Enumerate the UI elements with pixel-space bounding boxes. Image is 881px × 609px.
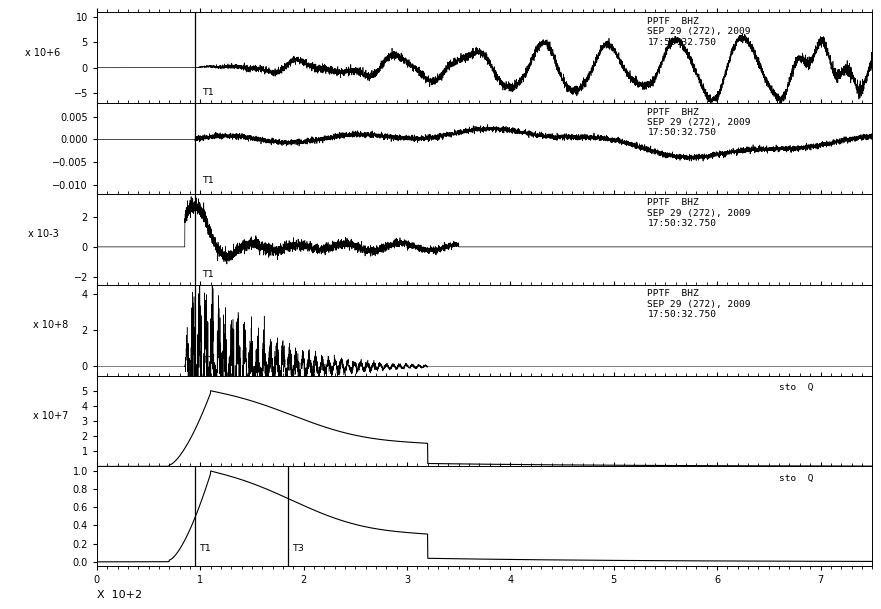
- Text: sto  Q: sto Q: [779, 474, 814, 484]
- Text: PPTF  BHZ
SEP 29 (272), 2009
17:50:32.750: PPTF BHZ SEP 29 (272), 2009 17:50:32.750: [648, 16, 751, 46]
- Text: PPTF  BHZ
SEP 29 (272), 2009
17:50:32.750: PPTF BHZ SEP 29 (272), 2009 17:50:32.750: [648, 199, 751, 228]
- Text: PPTF  BHZ
SEP 29 (272), 2009
17:50:32.750: PPTF BHZ SEP 29 (272), 2009 17:50:32.750: [648, 289, 751, 319]
- Y-axis label: x 10-3: x 10-3: [27, 230, 58, 239]
- Text: T1: T1: [203, 175, 214, 185]
- Text: X  10+2: X 10+2: [97, 590, 142, 600]
- Text: T1: T1: [199, 544, 211, 553]
- Text: PPTF  BHZ
SEP 29 (272), 2009
17:50:32.750: PPTF BHZ SEP 29 (272), 2009 17:50:32.750: [648, 108, 751, 138]
- Y-axis label: x 10+6: x 10+6: [26, 48, 61, 58]
- Y-axis label: x 10+7: x 10+7: [33, 411, 69, 421]
- Y-axis label: x 10+8: x 10+8: [33, 320, 69, 330]
- Text: sto  Q: sto Q: [779, 383, 814, 392]
- Text: T1: T1: [203, 356, 214, 365]
- Text: T1: T1: [203, 88, 214, 97]
- Text: T1: T1: [203, 270, 214, 279]
- Text: T3: T3: [292, 544, 304, 553]
